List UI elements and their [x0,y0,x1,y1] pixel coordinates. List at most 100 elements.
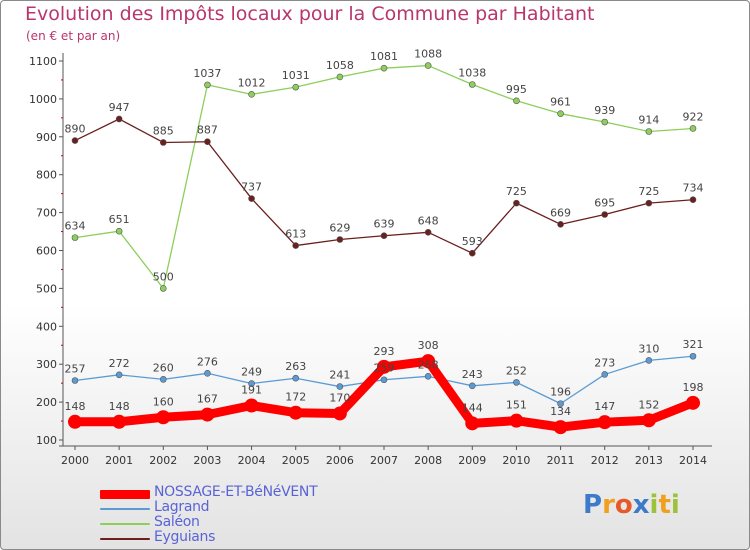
y-tick-label: 500 [36,282,57,295]
data-point [689,196,697,204]
data-point [468,249,476,257]
data-point [689,352,697,360]
proxiti-logo: Proxiti [583,490,680,520]
data-label: 500 [153,270,174,283]
data-label: 639 [374,218,395,231]
data-label: 243 [462,368,483,381]
data-point [248,380,255,387]
data-label: 273 [594,356,615,369]
x-tick-label: 2012 [591,454,619,467]
y-tick-label: 700 [36,207,57,220]
logo-letter: r [602,490,615,520]
data-label: 947 [109,101,130,114]
data-point [557,110,564,117]
data-label: 651 [109,213,130,226]
data-point [204,81,211,89]
data-label: 1058 [326,59,354,72]
legend-swatch [100,523,150,525]
x-tick-label: 2014 [679,454,707,467]
legend-item: Saléon [100,514,420,531]
data-label: 263 [285,360,306,373]
data-label: 252 [506,364,527,377]
data-point [601,118,609,126]
logo-letter: x [632,490,650,520]
data-label: 144 [462,401,483,414]
legend-swatch [100,490,150,499]
x-tick-label: 2007 [370,454,398,467]
data-label: 648 [418,214,439,227]
data-point [421,354,436,369]
data-label: 249 [241,366,262,379]
data-point [292,83,300,91]
data-label: 1038 [458,66,486,79]
legend-item: Eyguians [100,529,420,546]
data-label: 276 [197,355,218,368]
data-point [601,211,609,218]
data-point [156,410,171,425]
data-label: 196 [550,386,571,399]
data-label: 172 [285,391,306,404]
data-label: 887 [197,124,218,137]
data-label: 152 [638,398,659,411]
data-label: 593 [462,235,483,248]
legend-label: NOSSAGE-ET-BéNéVENT [154,484,318,500]
legend-label: Eyguians [154,529,216,545]
data-label: 1088 [414,48,442,61]
legend: NOSSAGE-ET-BéNéVENT Lagrand Saléon Eyguians [100,484,420,546]
x-tick-label: 2001 [105,454,133,467]
x-tick-label: 2000 [61,454,89,467]
x-tick-label: 2009 [458,454,486,467]
x-tick-label: 2003 [193,454,221,467]
data-point [468,382,476,390]
x-tick-label: 2011 [547,454,575,467]
data-point [465,416,480,431]
data-label: 147 [594,400,615,413]
data-point [424,373,432,380]
data-label: 629 [329,222,350,235]
data-point [641,413,656,428]
logo-letter: o [614,490,633,520]
data-label: 725 [638,185,659,198]
data-point [204,369,211,377]
x-tick-label: 2006 [326,454,354,467]
data-point [553,420,568,435]
data-label: 134 [550,405,571,418]
data-label: 885 [153,124,174,137]
x-tick-label: 2002 [149,454,177,467]
y-tick-label: 1000 [29,93,57,106]
data-label: 241 [329,369,350,382]
data-label: 148 [65,400,86,413]
data-point [71,234,79,241]
data-label: 151 [506,399,527,412]
data-label: 1037 [193,67,221,80]
data-label: 268 [418,358,439,371]
data-point [686,395,700,410]
data-point [424,229,432,236]
x-tick-label: 2008 [414,454,442,467]
data-point [248,195,255,202]
data-point [509,413,524,428]
y-tick-label: 1100 [29,55,57,68]
data-point [645,128,653,135]
legend-label: Saléon [154,514,200,530]
data-point [424,62,432,69]
data-label: 695 [594,196,615,209]
y-tick-label: 400 [36,320,57,333]
logo-letter: i [649,490,659,520]
data-point [248,91,255,98]
series-line-2 [74,64,694,290]
data-point [380,64,388,72]
data-point [513,97,520,105]
data-point [244,398,259,413]
data-point [557,221,564,228]
data-point [204,138,211,146]
data-point [468,81,476,88]
data-point [557,400,564,407]
data-label: 613 [285,228,306,241]
legend-item: NOSSAGE-ET-BéNéVENT [100,484,420,501]
chart-subtitle: (en € et par an) [26,29,121,43]
data-point [645,357,653,364]
data-label: 160 [153,395,174,408]
x-tick-label: 2004 [238,454,266,467]
